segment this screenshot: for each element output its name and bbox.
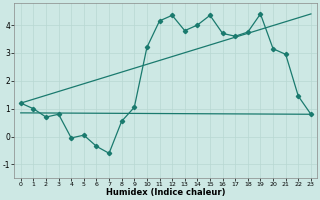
X-axis label: Humidex (Indice chaleur): Humidex (Indice chaleur) <box>106 188 226 197</box>
